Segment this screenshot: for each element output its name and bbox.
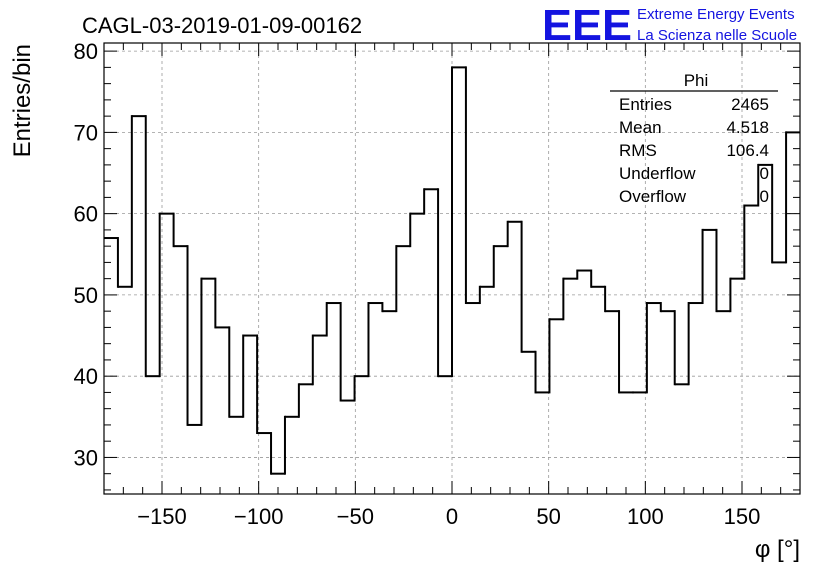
y-tick-label: 50	[74, 283, 98, 308]
stats-entries-value: 2465	[731, 95, 769, 114]
y-tick-label: 70	[74, 120, 98, 145]
stats-mean-label: Mean	[619, 118, 662, 137]
y-axis-label: Entries/bin	[9, 44, 36, 157]
axis-ticks	[104, 43, 800, 494]
stats-underflow-label: Underflow	[619, 164, 696, 183]
stats-mean-value: 4.518	[726, 118, 769, 137]
y-tick-label: 40	[74, 364, 98, 389]
x-tick-label: −100	[234, 504, 284, 529]
x-tick-label: −150	[137, 504, 187, 529]
chart-title: CAGL-03-2019-01-09-00162	[82, 13, 362, 38]
eee-logo-letters: EEE	[542, 1, 632, 50]
y-tick-label: 30	[74, 445, 98, 470]
x-tick-label: 0	[446, 504, 458, 529]
stats-box: Phi Entries 2465 Mean 4.518 RMS 106.4 Un…	[610, 71, 778, 206]
stats-entries-label: Entries	[619, 95, 672, 114]
x-tick-label: 150	[724, 504, 761, 529]
eee-logo-line1: Extreme Energy Events	[637, 6, 795, 23]
x-tick-label: 100	[627, 504, 664, 529]
stats-rms-label: RMS	[619, 141, 657, 160]
y-tick-label: 80	[74, 39, 98, 64]
histogram-bars	[104, 66, 800, 475]
y-tick-label: 60	[74, 202, 98, 227]
eee-logo: EEE Extreme Energy Events La Scienza nel…	[542, 1, 797, 50]
stats-overflow-label: Overflow	[619, 187, 687, 206]
x-tick-label: 50	[536, 504, 560, 529]
stats-rms-value: 106.4	[726, 141, 769, 160]
stats-overflow-value: 0	[760, 187, 769, 206]
eee-logo-line2: La Scienza nelle Scuole	[637, 27, 797, 44]
x-tick-label: −50	[337, 504, 374, 529]
x-axis-label: φ [°]	[755, 536, 800, 563]
tick-labels: −150 −100 −50 0 50 100 150 30 40 50 60 70 80	[74, 39, 761, 529]
stats-underflow-value: 0	[760, 164, 769, 183]
stats-name: Phi	[684, 71, 709, 90]
